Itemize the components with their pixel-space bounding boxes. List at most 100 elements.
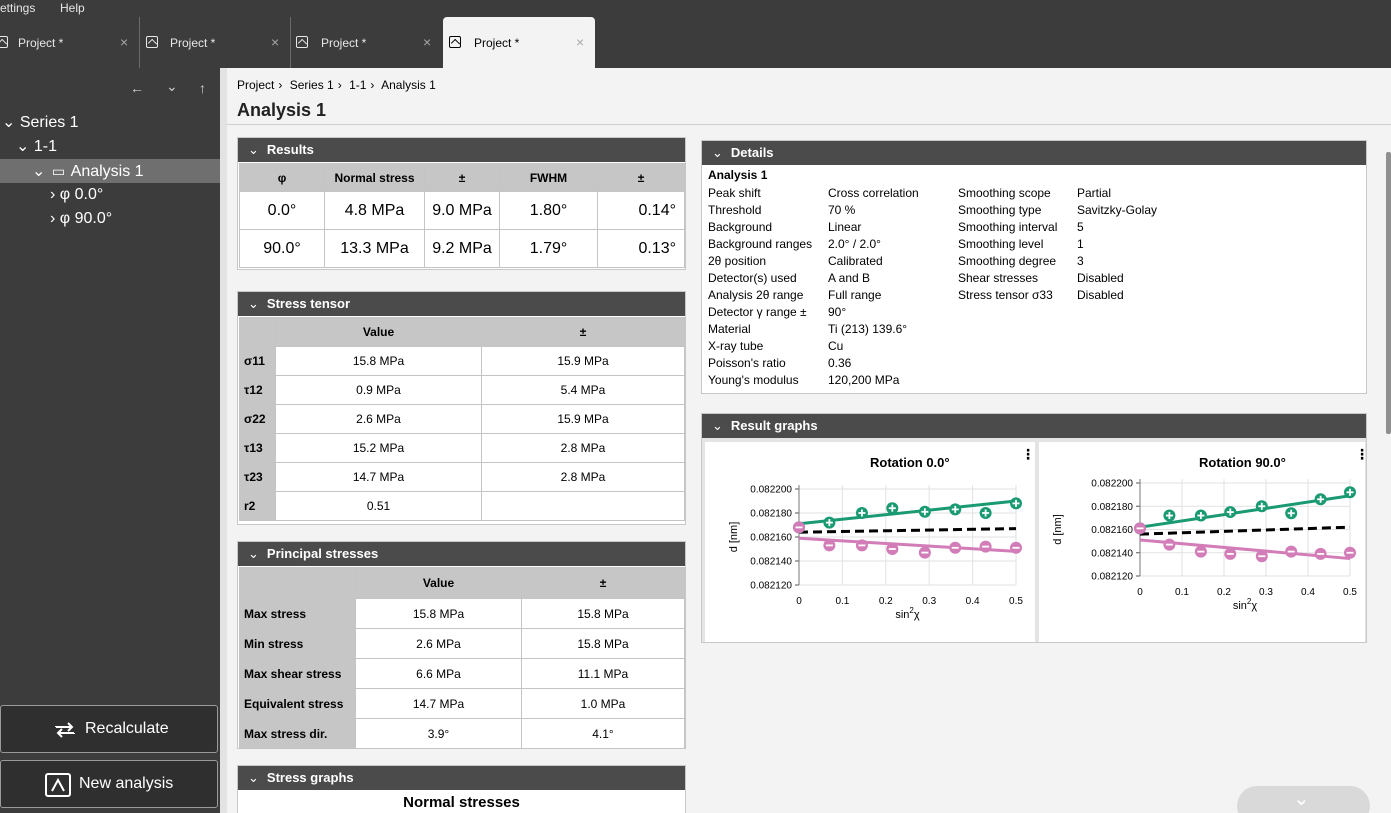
x-tick-label: 0.3 bbox=[922, 596, 936, 607]
menu-bar: Settings Help bbox=[0, 0, 1391, 17]
tree-item-sample[interactable]: ⌄ 1-1 bbox=[16, 138, 57, 155]
positive-point bbox=[1285, 507, 1298, 520]
positive-point bbox=[1314, 493, 1327, 506]
analysis-icon bbox=[146, 36, 158, 48]
positive-point bbox=[1010, 497, 1022, 510]
tree-item-phi-90[interactable]: › φ 90.0° bbox=[50, 210, 113, 227]
more-options-icon[interactable]: ⋮ bbox=[1021, 446, 1035, 462]
positive-point bbox=[979, 507, 992, 519]
principal-stresses-table: Value ± Max stress 15.8 MPa 15.8 MPa Min s… bbox=[239, 567, 685, 749]
results-header[interactable]: ⌄ Results bbox=[238, 138, 685, 162]
y-tick-label: 0.082180 bbox=[1091, 502, 1133, 513]
table-row: τ23 14.7 MPa 2.8 MPa bbox=[239, 462, 685, 492]
table-row: σ11 15.8 MPa 15.9 MPa bbox=[239, 346, 685, 376]
result-graphs-header[interactable]: ⌄ Result graphs bbox=[702, 414, 1366, 438]
fit-line bbox=[798, 536, 1017, 553]
back-arrow-icon[interactable]: ← bbox=[130, 80, 144, 96]
y-tick-label: 0.082160 bbox=[750, 533, 792, 544]
chart-rotation-90: 0 0.1 0.2 0.3 0.4 0.5 0.082200 0.082180 0.082160… bbox=[1052, 479, 1357, 613]
y-axis-label: d [nm] bbox=[728, 522, 740, 553]
page-title: Analysis 1 bbox=[237, 100, 327, 120]
y-tick-label: 0.082140 bbox=[750, 557, 792, 568]
chevron-down-icon: ⌄ bbox=[2, 114, 16, 131]
panel-splitter[interactable] bbox=[220, 68, 227, 813]
chevron-right-icon: › bbox=[50, 186, 56, 203]
y-tick-label: 0.082120 bbox=[750, 581, 792, 592]
negative-point bbox=[793, 521, 805, 534]
tab-project-3[interactable]: Project * × bbox=[291, 17, 443, 68]
stress-graph-title: Normal stresses bbox=[403, 794, 520, 811]
chevron-down-icon: ⌄ bbox=[712, 145, 723, 160]
details-header[interactable]: ⌄ Details bbox=[702, 141, 1366, 165]
tab-project-2[interactable]: Project * × bbox=[140, 17, 291, 68]
tree-item-series[interactable]: ⌄ Series 1 bbox=[2, 114, 79, 131]
close-icon[interactable]: × bbox=[120, 34, 129, 50]
table-row: Max stress dir. 3.9° 4.1° bbox=[239, 718, 685, 749]
tab-project-1[interactable]: Project * × bbox=[0, 17, 140, 68]
negative-point bbox=[855, 539, 868, 552]
vertical-scrollbar[interactable] bbox=[1386, 152, 1391, 434]
scroll-down-button[interactable]: ⌄ bbox=[1237, 786, 1370, 813]
y-tick-label: 0.082180 bbox=[750, 509, 792, 520]
positive-point bbox=[823, 516, 836, 529]
negative-point bbox=[1314, 547, 1327, 560]
close-icon[interactable]: × bbox=[423, 34, 432, 50]
tree-item-analysis-selected[interactable]: ⌄ ▭ Analysis 1 bbox=[0, 159, 220, 183]
negative-point bbox=[1134, 522, 1146, 535]
positive-point bbox=[1194, 509, 1207, 522]
menu-settings[interactable]: Settings bbox=[0, 1, 36, 15]
x-tick-label: 0 bbox=[796, 596, 802, 607]
more-options-icon[interactable]: ⋮ bbox=[1355, 446, 1369, 462]
positive-point bbox=[1224, 506, 1237, 519]
new-analysis-button[interactable]: New analysis bbox=[0, 760, 218, 808]
chevron-down-icon: ⌄ bbox=[1293, 788, 1310, 810]
negative-point bbox=[1285, 545, 1298, 558]
negative-point bbox=[1344, 546, 1356, 559]
tree-item-phi-0[interactable]: › φ 0.0° bbox=[50, 186, 104, 203]
negative-point bbox=[1194, 545, 1207, 558]
fit-line bbox=[1139, 525, 1351, 536]
negative-point bbox=[949, 541, 962, 554]
positive-point bbox=[949, 503, 962, 516]
y-tick-label: 0.082120 bbox=[1091, 572, 1133, 583]
results-panel: ⌄ Results φ Normal stress ± FWHM ± 0.0° 4… bbox=[237, 137, 686, 270]
x-axis-label: sin2χ bbox=[895, 606, 920, 621]
table-row: τ13 15.2 MPa 2.8 MPa bbox=[239, 433, 685, 463]
main-content: Project › Series 1 › 1-1 › Analysis 1 Analy… bbox=[227, 68, 1391, 813]
breadcrumb-series[interactable]: Series 1 bbox=[289, 78, 334, 92]
y-tick-label: 0.082140 bbox=[1091, 548, 1133, 559]
stress-graphs-header[interactable]: ⌄ Stress graphs bbox=[238, 766, 685, 790]
recalculate-button[interactable]: Recalculate bbox=[0, 705, 218, 753]
negative-point bbox=[918, 546, 931, 559]
menu-help[interactable]: Help bbox=[60, 1, 85, 15]
chevron-down-icon: ⌄ bbox=[248, 142, 259, 157]
table-row: 90.0° 13.3 MPa 9.2 MPa 1.79° 0.13° bbox=[239, 229, 685, 268]
stress-graphs-panel: ⌄ Stress graphs Normal stresses bbox=[237, 765, 686, 813]
x-tick-label: 0.4 bbox=[966, 596, 980, 607]
details-left-values: Cross correlation 70 % Linear 2.0° / 2.0° Ca… bbox=[828, 186, 919, 387]
details-heading: Analysis 1 bbox=[708, 168, 768, 182]
x-tick-label: 0.5 bbox=[1343, 587, 1357, 598]
negative-point bbox=[1224, 547, 1237, 560]
breadcrumb-project[interactable]: Project bbox=[237, 78, 275, 92]
close-icon[interactable]: × bbox=[271, 34, 280, 50]
chart-rotation-0: 0 0.1 0.2 0.3 0.4 0.5 0.082200 0.082180 0.082160… bbox=[728, 485, 1023, 622]
close-icon[interactable]: × bbox=[576, 34, 585, 50]
negative-point bbox=[823, 539, 836, 552]
negative-point bbox=[1010, 541, 1022, 554]
chevron-down-icon: ⌄ bbox=[32, 163, 46, 180]
principal-stresses-header[interactable]: ⌄ Principal stresses bbox=[238, 542, 685, 566]
stress-tensor-header[interactable]: ⌄ Stress tensor bbox=[238, 292, 685, 316]
up-arrow-icon[interactable]: ↑ bbox=[199, 80, 206, 96]
breadcrumb-sample[interactable]: 1-1 bbox=[349, 78, 367, 92]
table-row: r2 0.51 bbox=[239, 491, 685, 521]
details-right-labels: Smoothing scope Smoothing type Smoothing i… bbox=[958, 186, 1058, 302]
tab-project-4-active[interactable]: Project * × bbox=[443, 17, 595, 68]
x-tick-label: 0.3 bbox=[1259, 587, 1273, 598]
positive-point bbox=[886, 502, 899, 515]
x-tick-label: 0.5 bbox=[1009, 596, 1023, 607]
graph-title: Rotation 0.0° bbox=[870, 455, 950, 470]
breadcrumb-analysis[interactable]: Analysis 1 bbox=[381, 78, 436, 92]
chevron-down-icon[interactable]: ⌄ bbox=[166, 78, 178, 94]
recalculate-icon bbox=[55, 722, 75, 738]
